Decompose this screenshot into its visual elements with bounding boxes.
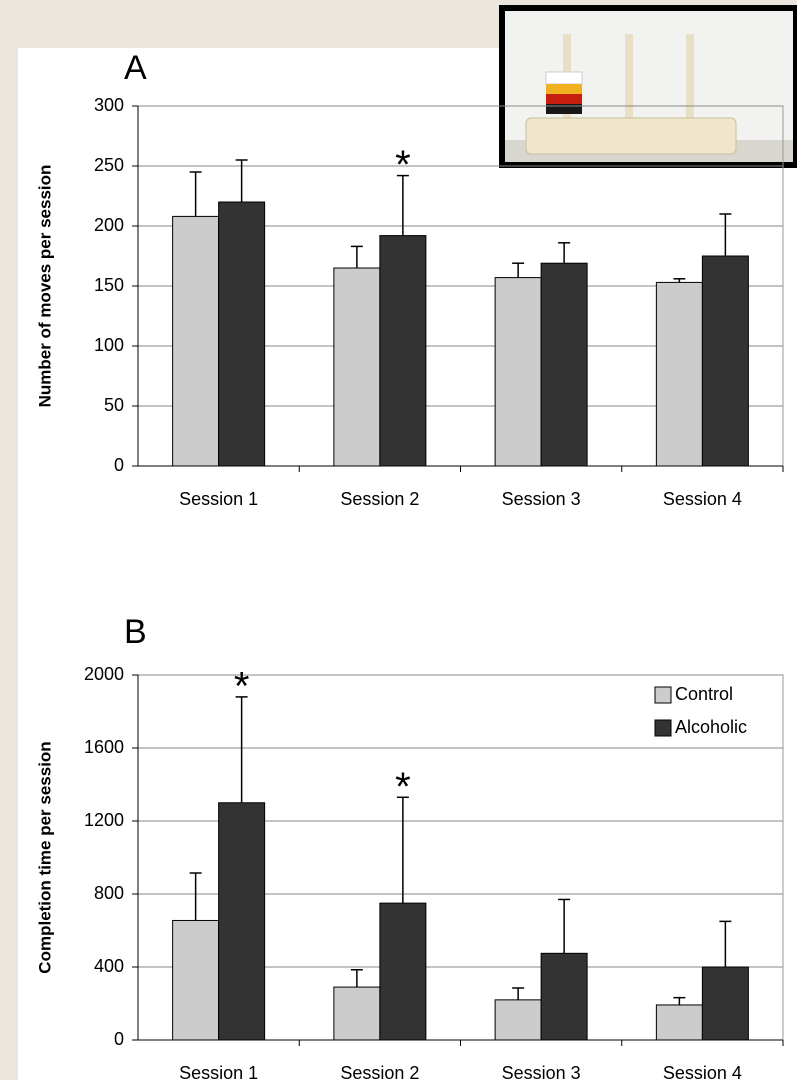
x-tick-label: Session 4 [663,1063,742,1080]
figure: 0 50 100 150 200 250 300 Session 1 Session 2 Sess… [0,0,797,1080]
panel-label: B [124,613,147,651]
y-tick-label: 1200 [84,810,124,830]
panel-label: A [124,49,147,87]
x-tick-label: Session 1 [179,1063,258,1080]
bar [495,1000,541,1040]
y-axis-label: Number of moves per session [35,165,54,408]
y-tick-label: 150 [94,275,124,295]
legend-label: Alcoholic [675,717,747,737]
y-tick-label: 0 [114,1029,124,1049]
bar [380,903,426,1040]
x-tick-label: Session 2 [340,489,419,509]
legend-swatch [655,720,671,736]
bar [656,282,702,466]
y-tick-label: 400 [94,956,124,976]
y-tick-label: 100 [94,335,124,355]
y-tick-label: 250 [94,155,124,175]
annotation: * [395,143,411,187]
x-tick-label: Session 4 [663,489,742,509]
y-axis-label: Completion time per session [35,741,54,973]
bar [702,256,748,466]
photo-inset [499,5,797,168]
x-tick-label: Session 2 [340,1063,419,1080]
legend-label: Control [675,684,733,704]
x-tick-label: Session 3 [502,489,581,509]
y-tick-label: 1600 [84,737,124,757]
x-tick-label: Session 3 [502,1063,581,1080]
bar [219,202,265,466]
x-tick-label: Session 1 [179,489,258,509]
annotation: * [395,765,411,809]
bar [219,803,265,1040]
bar [656,1005,702,1040]
page: 0 50 100 150 200 250 300 Session 1 Session 2 Sess… [0,0,797,1080]
y-tick-label: 200 [94,215,124,235]
bar [380,236,426,466]
y-tick-label: 300 [94,95,124,115]
bar [334,268,380,466]
bar [541,263,587,466]
bar [702,967,748,1040]
y-tick-label: 0 [114,455,124,475]
bar [334,987,380,1040]
annotation: * [234,664,250,708]
legend-swatch [655,687,671,703]
y-tick-label: 50 [104,395,124,415]
bar [173,920,219,1040]
bar [495,278,541,466]
bar [541,953,587,1040]
bar [173,216,219,466]
y-tick-label: 800 [94,883,124,903]
y-tick-label: 2000 [84,664,124,684]
